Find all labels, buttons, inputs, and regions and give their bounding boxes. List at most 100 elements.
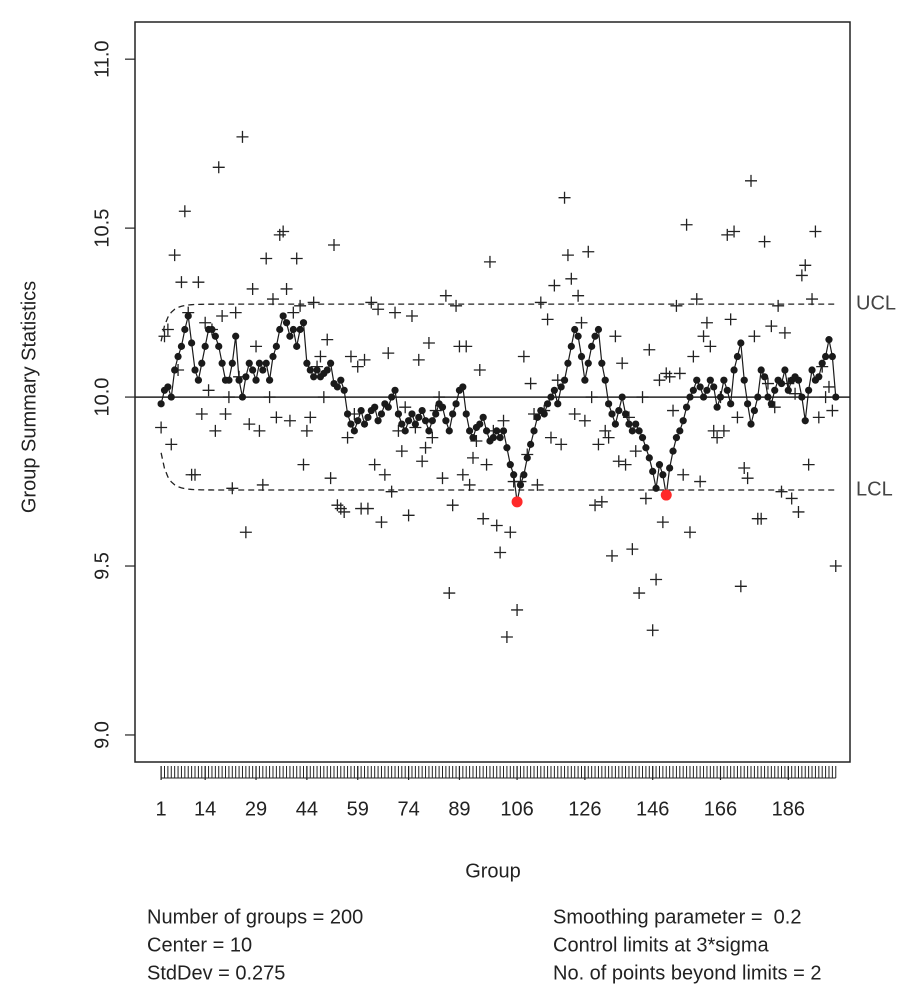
lcl-line (160, 452, 836, 491)
ewma-point (608, 410, 616, 418)
group-statistic (422, 337, 435, 350)
ewma-point (171, 366, 179, 374)
group-statistic (270, 411, 283, 424)
ewma-point (564, 359, 572, 367)
ewma-point (591, 332, 599, 340)
group-statistic (283, 414, 296, 427)
ewma-point (276, 325, 284, 334)
ewma-point (679, 417, 687, 425)
ewma-point (801, 417, 809, 425)
group-statistic (690, 293, 703, 306)
ewma-point (310, 373, 318, 381)
group-statistic (819, 391, 832, 404)
group-statistic (707, 424, 720, 437)
group-statistic (765, 320, 778, 333)
ewma-point (706, 376, 714, 384)
ewma-point (272, 342, 280, 350)
group-statistic (497, 414, 510, 427)
group-statistic (175, 276, 188, 289)
group-statistic (531, 478, 544, 491)
group-statistic (694, 475, 707, 488)
group-statistic (321, 333, 334, 346)
ewma-point (784, 386, 792, 394)
group-statistic (202, 384, 215, 397)
group-statistic (541, 313, 554, 326)
ewma-point (449, 410, 457, 418)
ewma-point (394, 410, 403, 418)
x-tick-label: 106 (500, 798, 533, 820)
ewma-point (703, 386, 711, 394)
group-statistic (351, 360, 364, 373)
plot-frame (134, 21, 851, 763)
group-statistic (256, 478, 269, 491)
ewma-point (377, 410, 386, 418)
group-statistic (314, 350, 327, 363)
group-statistic (663, 370, 676, 383)
group-statistic (239, 526, 252, 539)
group-statistic (544, 431, 557, 444)
ewma-point (184, 312, 192, 320)
group-statistic (297, 458, 310, 471)
ewma-point (615, 406, 623, 415)
ewma-point (391, 386, 399, 394)
ewma-point (520, 471, 528, 479)
ewma-point (581, 376, 589, 384)
ewma-point (781, 366, 789, 374)
group-statistic (212, 161, 225, 174)
ewma-point (686, 393, 694, 401)
ewma-point (832, 393, 840, 401)
ewma-point (710, 383, 718, 391)
ewma-point (469, 434, 477, 442)
group-statistic (307, 296, 320, 309)
group-statistic (748, 330, 761, 343)
x-tick-label: 1 (156, 798, 167, 820)
ewma-point (188, 339, 196, 347)
ewma-point (794, 376, 803, 384)
ewma-point (479, 413, 487, 421)
x-tick-label: 186 (772, 798, 805, 820)
ewma-point (757, 366, 765, 374)
x-tick-label: 59 (347, 798, 369, 820)
ewma-point (676, 427, 684, 435)
ewma-point (635, 427, 643, 435)
y-tick-label: 10.5 (91, 209, 113, 248)
ewma-point (699, 393, 708, 401)
group-statistic (745, 174, 758, 187)
ewma-point (177, 342, 186, 350)
group-statistic (426, 431, 439, 444)
group-statistic (582, 245, 595, 258)
ewma-point (567, 342, 575, 350)
group-statistic (602, 431, 615, 444)
group-statistic (589, 499, 602, 512)
group-statistic (477, 512, 490, 525)
group-statistic (629, 445, 642, 458)
ewma-point (828, 352, 836, 361)
group-statistic (721, 228, 734, 241)
group-statistic (670, 299, 683, 312)
summary-text: Smoothing parameter = 0.2 (553, 906, 801, 928)
group-statistic (650, 573, 663, 586)
group-statistic (304, 411, 317, 424)
ewma-point (510, 471, 518, 479)
ewma-point (574, 332, 582, 340)
ewma-point (279, 312, 287, 320)
group-statistic (165, 438, 178, 451)
group-statistic (189, 468, 202, 481)
x-tick-label: 146 (636, 798, 669, 820)
group-statistic (578, 414, 591, 427)
group-statistic (785, 492, 798, 505)
ewma-point (696, 383, 704, 391)
ewma-point (527, 440, 535, 448)
group-statistic (294, 299, 307, 312)
ewma-point (659, 471, 667, 479)
ewma-point (374, 417, 382, 425)
group-statistic (328, 239, 341, 252)
ewma-point (452, 400, 460, 408)
ewma-point (588, 342, 596, 350)
ewma-point (496, 434, 504, 442)
group-statistic (368, 458, 381, 471)
ewma-point (523, 454, 531, 462)
ewma-point (503, 444, 511, 452)
